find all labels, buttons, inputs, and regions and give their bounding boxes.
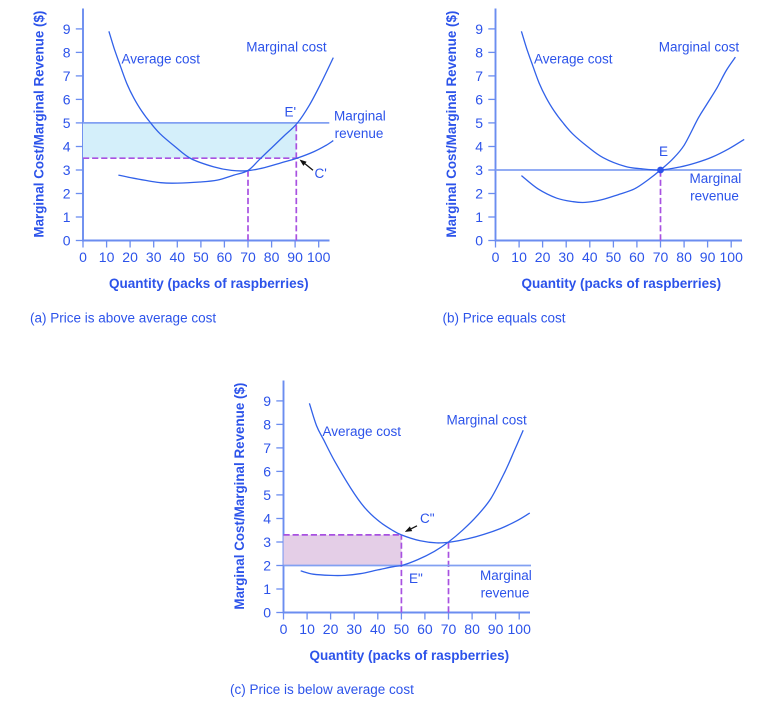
svg-text:40: 40: [170, 249, 186, 265]
svg-text:Marginal Cost/Marginal Revenue: Marginal Cost/Marginal Revenue ($): [232, 383, 247, 610]
svg-text:E': E': [285, 105, 297, 120]
svg-text:2: 2: [263, 557, 271, 573]
svg-text:40: 40: [370, 621, 386, 637]
svg-text:90: 90: [488, 621, 504, 637]
svg-text:C': C': [315, 166, 327, 181]
svg-text:6: 6: [263, 463, 271, 479]
svg-text:5: 5: [475, 115, 483, 131]
svg-text:100: 100: [307, 249, 331, 265]
svg-text:0: 0: [63, 232, 71, 248]
svg-text:0: 0: [280, 621, 288, 637]
svg-text:100: 100: [720, 249, 744, 265]
svg-text:60: 60: [417, 621, 433, 637]
svg-text:30: 30: [346, 621, 362, 637]
svg-text:E": E": [409, 571, 423, 586]
svg-text:70: 70: [240, 249, 256, 265]
svg-text:60: 60: [629, 249, 645, 265]
svg-text:Quantity (packs of raspberries: Quantity (packs of raspberries): [109, 276, 309, 291]
svg-text:1: 1: [263, 581, 271, 597]
svg-text:(a) Price is above average cos: (a) Price is above average cost: [30, 311, 216, 326]
svg-text:60: 60: [217, 249, 233, 265]
svg-text:0: 0: [79, 249, 87, 265]
svg-text:3: 3: [475, 162, 483, 178]
svg-text:70: 70: [441, 621, 457, 637]
svg-text:80: 80: [464, 621, 480, 637]
svg-text:2: 2: [475, 185, 483, 201]
svg-text:revenue: revenue: [690, 189, 739, 204]
svg-text:50: 50: [193, 249, 209, 265]
svg-text:9: 9: [475, 21, 483, 37]
svg-text:(c) Price is below average cos: (c) Price is below average cost: [230, 682, 414, 697]
svg-text:90: 90: [287, 249, 303, 265]
svg-text:Quantity (packs of raspberries: Quantity (packs of raspberries): [522, 276, 722, 291]
svg-text:3: 3: [63, 162, 71, 178]
svg-text:7: 7: [475, 68, 483, 84]
svg-text:6: 6: [475, 91, 483, 107]
svg-text:5: 5: [263, 487, 271, 503]
svg-text:Average cost: Average cost: [534, 52, 613, 67]
svg-text:9: 9: [63, 21, 71, 37]
svg-text:Quantity (packs of raspberries: Quantity (packs of raspberries): [310, 648, 510, 663]
svg-text:1: 1: [63, 209, 71, 225]
svg-text:Marginal: Marginal: [480, 568, 532, 583]
svg-text:8: 8: [263, 416, 271, 432]
svg-text:10: 10: [99, 249, 115, 265]
svg-text:Average cost: Average cost: [323, 424, 402, 439]
svg-text:8: 8: [475, 44, 483, 60]
svg-text:5: 5: [63, 115, 71, 131]
svg-text:50: 50: [394, 621, 410, 637]
svg-text:30: 30: [558, 249, 574, 265]
svg-text:(b) Price equals cost: (b) Price equals cost: [443, 311, 566, 326]
svg-text:90: 90: [700, 249, 716, 265]
svg-text:C": C": [420, 511, 435, 526]
svg-text:2: 2: [63, 185, 71, 201]
svg-text:20: 20: [323, 621, 339, 637]
svg-text:9: 9: [263, 393, 271, 409]
svg-text:Marginal cost: Marginal cost: [659, 39, 740, 54]
svg-text:4: 4: [63, 138, 71, 154]
svg-text:80: 80: [676, 249, 692, 265]
svg-text:80: 80: [264, 249, 280, 265]
svg-text:20: 20: [535, 249, 551, 265]
svg-text:0: 0: [475, 232, 483, 248]
svg-text:4: 4: [263, 510, 271, 526]
svg-text:revenue: revenue: [335, 126, 384, 141]
svg-text:6: 6: [63, 91, 71, 107]
svg-text:50: 50: [606, 249, 622, 265]
svg-text:Average cost: Average cost: [122, 52, 201, 67]
svg-text:40: 40: [582, 249, 598, 265]
svg-text:7: 7: [63, 68, 71, 84]
svg-text:Marginal cost: Marginal cost: [447, 412, 528, 427]
svg-text:7: 7: [263, 440, 271, 456]
svg-text:0: 0: [263, 604, 271, 620]
svg-text:Marginal Cost/Marginal Revenue: Marginal Cost/Marginal Revenue ($): [444, 11, 459, 238]
svg-text:30: 30: [146, 249, 162, 265]
svg-text:0: 0: [492, 249, 500, 265]
svg-text:20: 20: [122, 249, 138, 265]
svg-text:Marginal: Marginal: [690, 171, 742, 186]
svg-text:1: 1: [475, 209, 483, 225]
svg-text:Marginal cost: Marginal cost: [246, 39, 327, 54]
svg-text:100: 100: [508, 621, 532, 637]
svg-text:Marginal: Marginal: [334, 108, 386, 123]
svg-text:revenue: revenue: [481, 586, 530, 601]
svg-text:70: 70: [653, 249, 669, 265]
svg-text:Marginal Cost/Marginal Revenue: Marginal Cost/Marginal Revenue ($): [31, 11, 46, 238]
svg-text:8: 8: [63, 44, 71, 60]
svg-text:E: E: [659, 144, 668, 159]
svg-text:10: 10: [511, 249, 527, 265]
svg-text:3: 3: [263, 534, 271, 550]
svg-text:10: 10: [299, 621, 315, 637]
svg-text:4: 4: [475, 138, 483, 154]
